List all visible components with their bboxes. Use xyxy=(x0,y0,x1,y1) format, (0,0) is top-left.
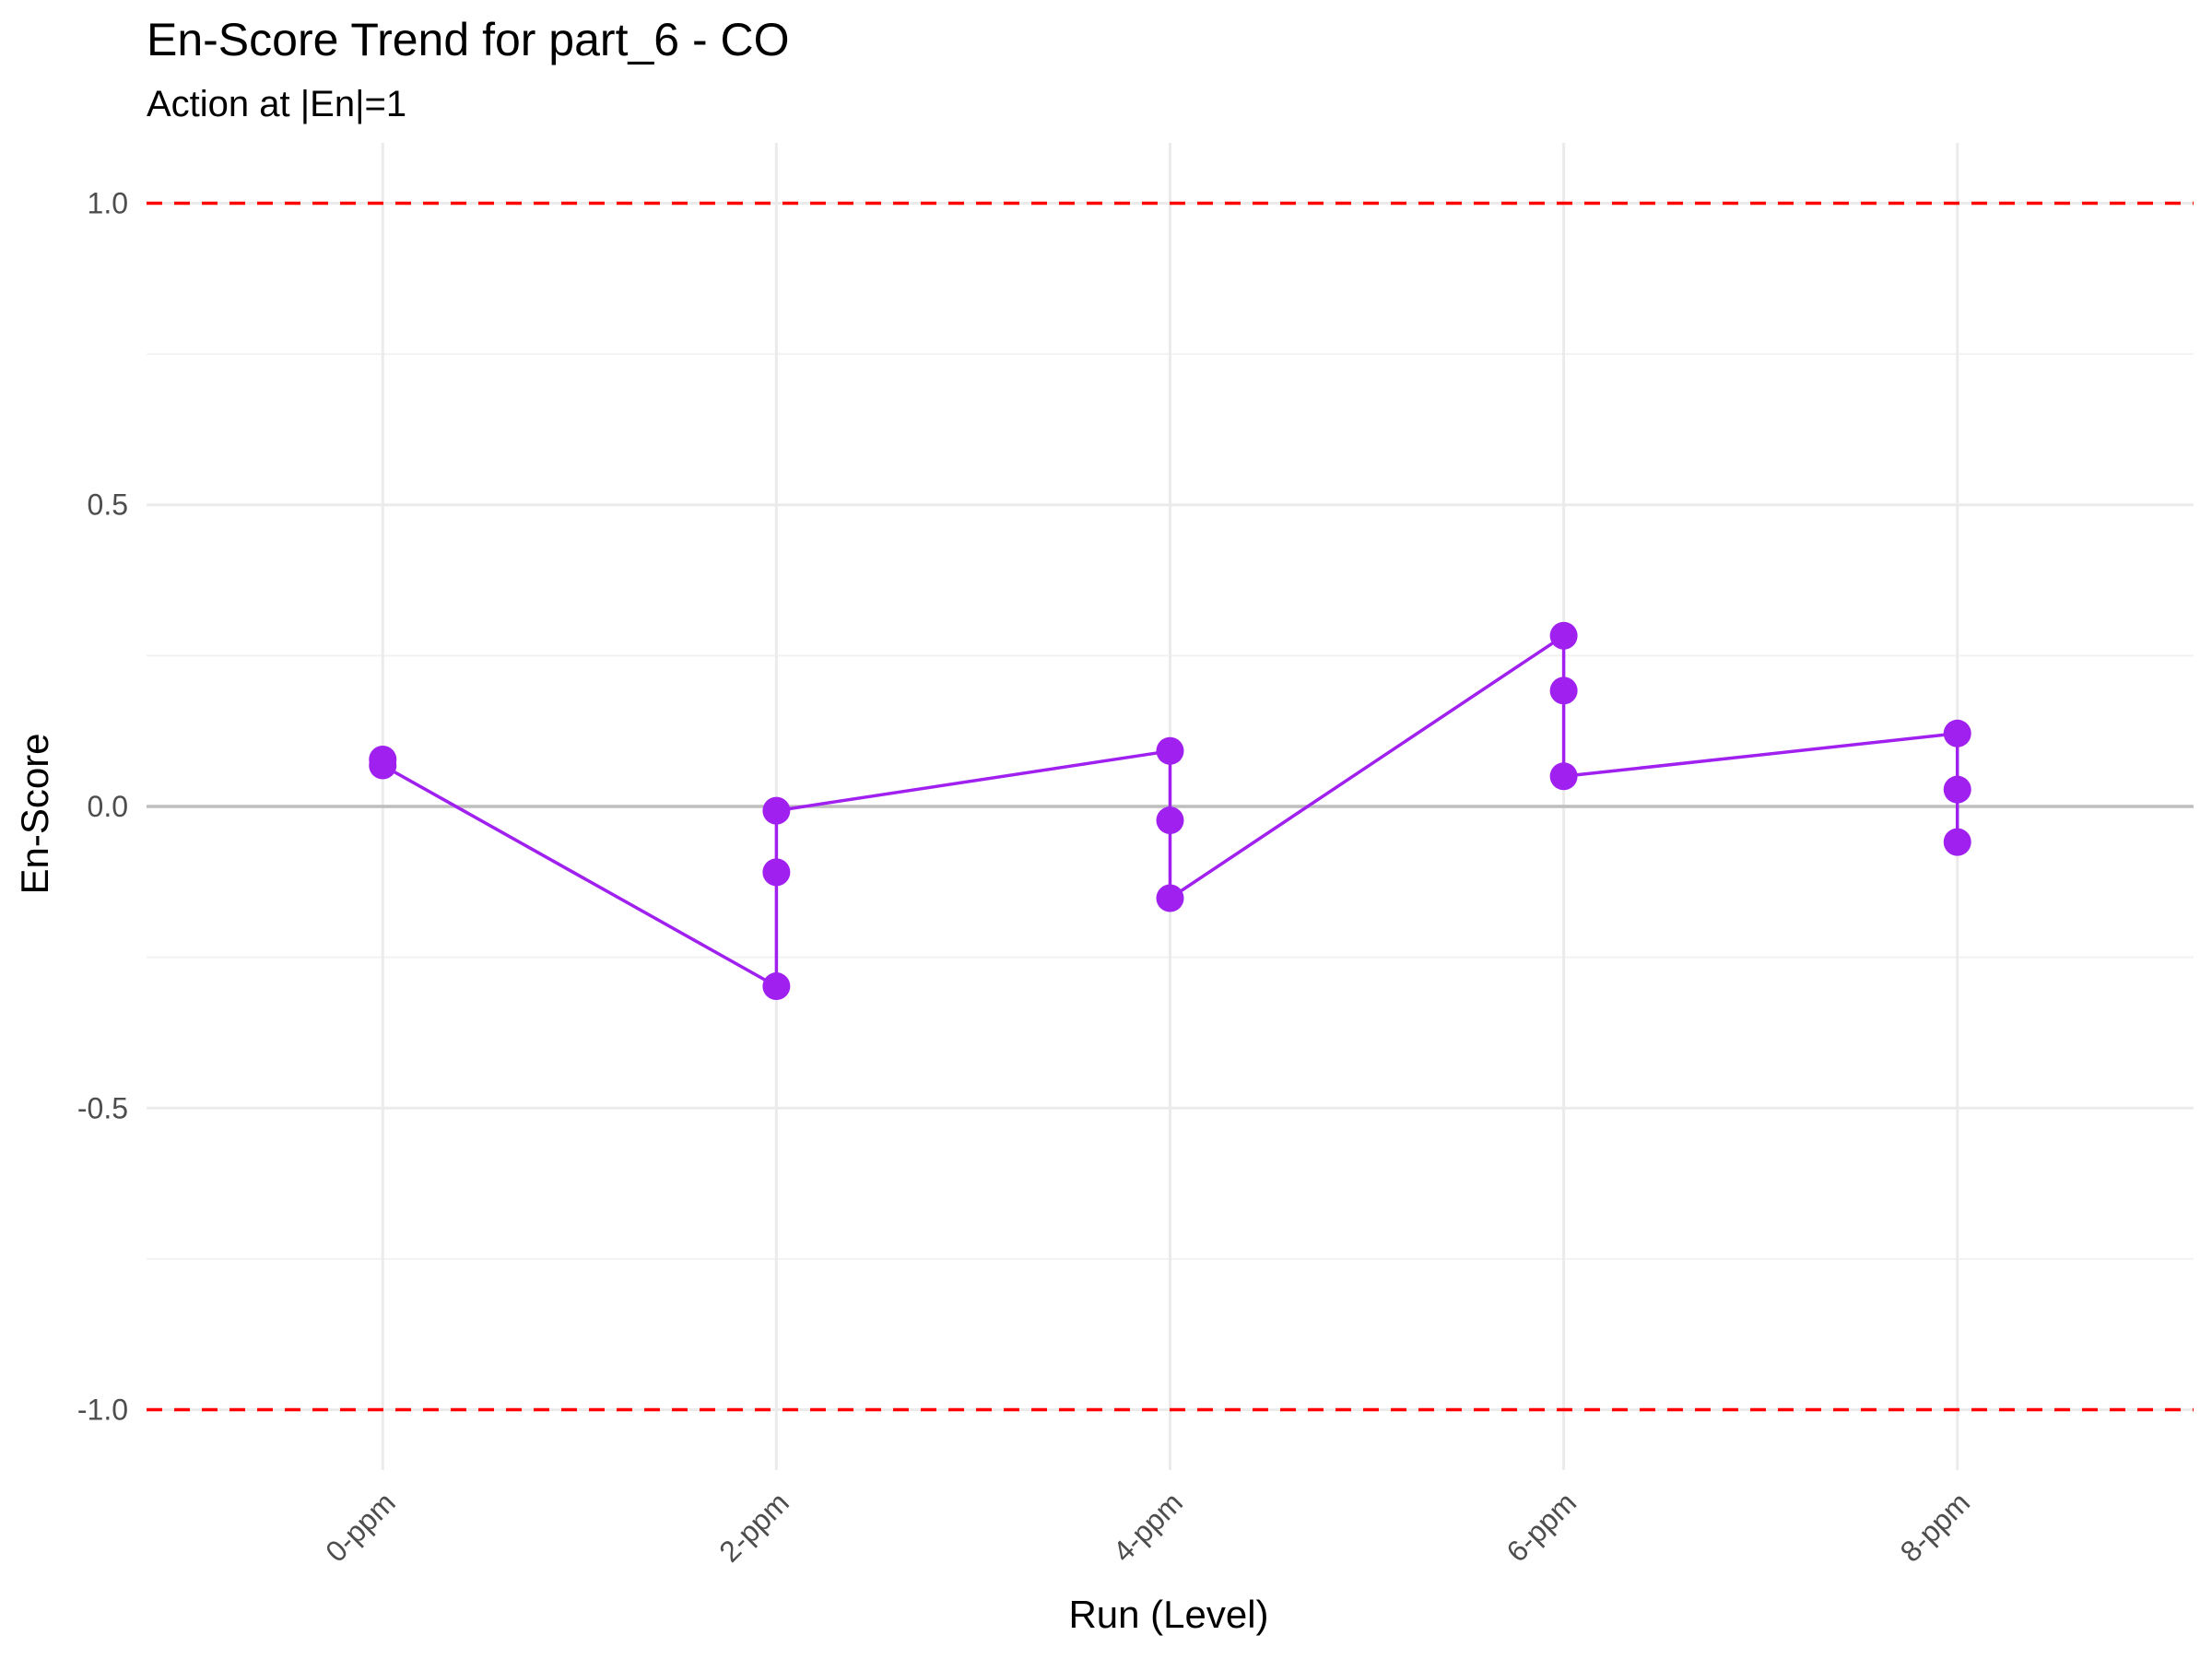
y-tick-label: 1.0 xyxy=(88,186,128,219)
x-tick-label: 6-ppm xyxy=(1500,1486,1583,1569)
y-tick-label: 0.0 xyxy=(88,790,128,823)
y-axis-ticks: -1.0 -0.5 0.0 0.5 1.0 xyxy=(77,186,128,1426)
y-tick-label: 0.5 xyxy=(88,488,128,522)
x-tick-label: 8-ppm xyxy=(1894,1486,1977,1569)
x-tick-label: 0-ppm xyxy=(319,1486,402,1569)
x-tick-label: 2-ppm xyxy=(712,1486,795,1569)
series-points xyxy=(369,621,1971,1001)
data-point xyxy=(762,858,791,887)
y-tick-label: -1.0 xyxy=(77,1394,128,1427)
series-line xyxy=(381,634,1959,988)
chart-subtitle: Action at |En|=1 xyxy=(147,84,406,124)
data-point xyxy=(1549,677,1578,705)
data-point xyxy=(1943,828,1971,856)
data-point xyxy=(762,972,791,1001)
x-axis-ticks: 0-ppm 2-ppm 4-ppm 6-ppm 8-ppm xyxy=(319,1486,1976,1569)
y-tick-label: -0.5 xyxy=(77,1091,128,1124)
data-point xyxy=(762,796,791,825)
data-point xyxy=(369,751,397,780)
data-point xyxy=(1156,884,1184,912)
data-point xyxy=(1549,762,1578,791)
data-point xyxy=(1549,621,1578,650)
x-tick-label: 4-ppm xyxy=(1106,1486,1189,1569)
y-axis-title: En-Score xyxy=(13,733,56,894)
data-point xyxy=(1943,719,1971,747)
chart-title: En-Score Trend for part_6 - CO xyxy=(147,14,790,65)
data-point xyxy=(1156,806,1184,835)
data-point xyxy=(1156,736,1184,765)
x-axis-title: Run (Level) xyxy=(1068,1593,1268,1636)
series-path xyxy=(381,634,1959,988)
data-point xyxy=(1943,775,1971,804)
